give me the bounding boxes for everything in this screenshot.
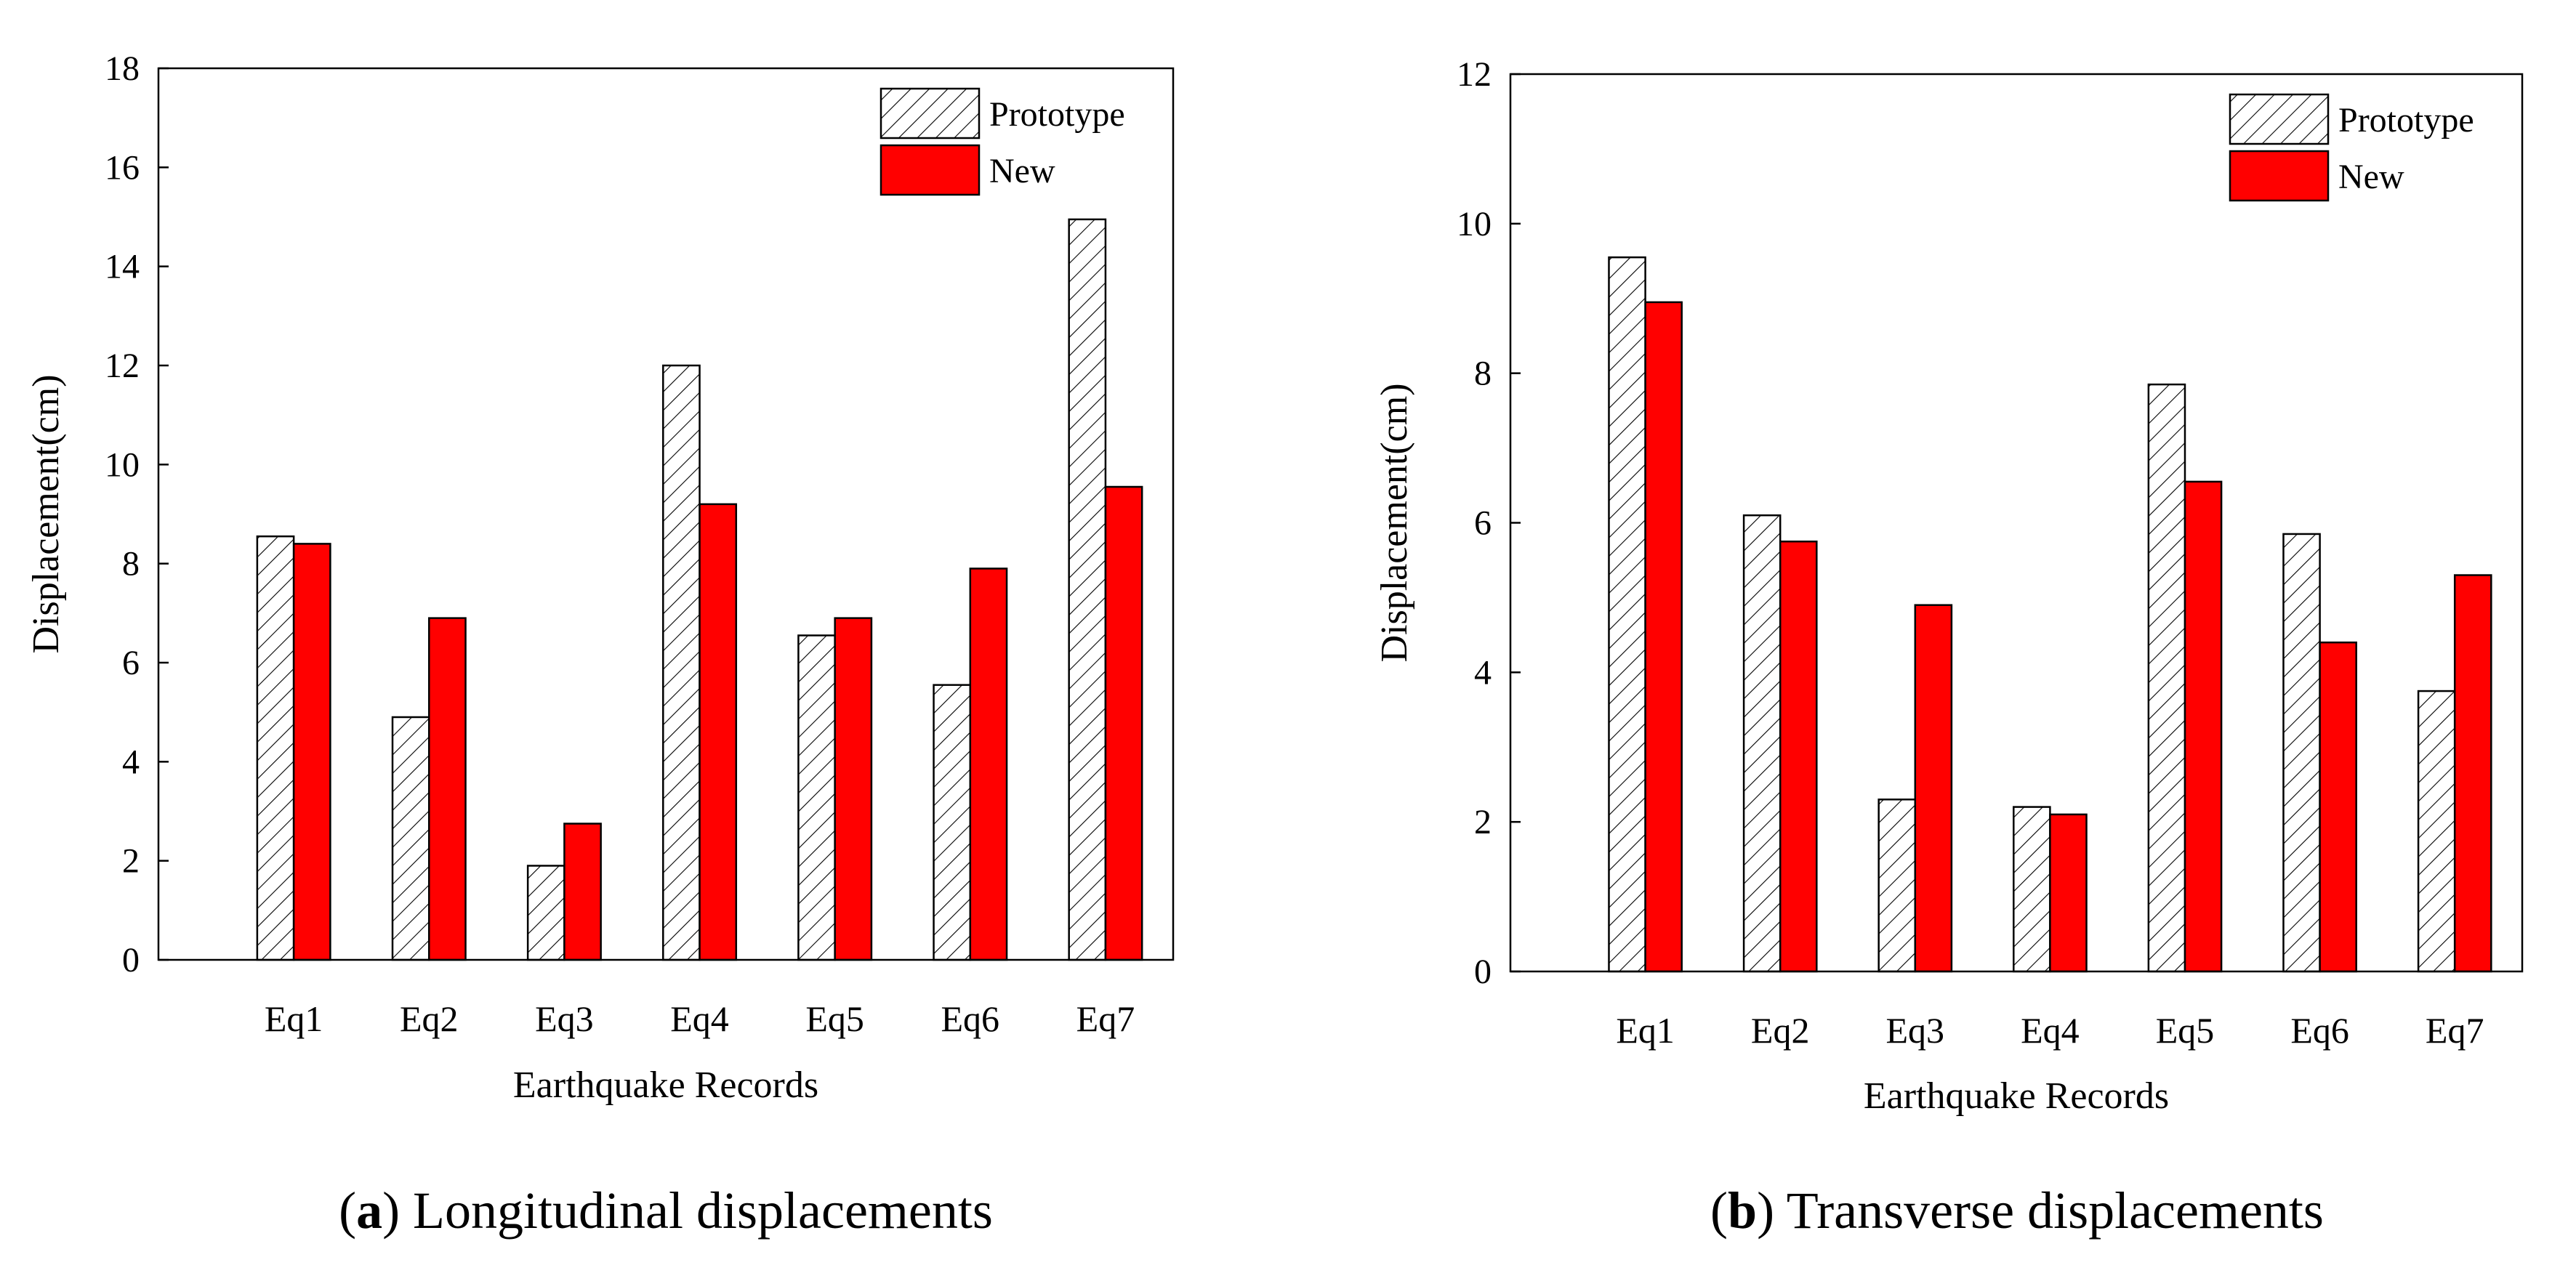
y-tick-label: 4 (122, 743, 140, 781)
bar-new-eq6 (2319, 641, 2357, 973)
bar-prototype-eq3 (1877, 799, 1917, 973)
x-tick-label-eq6: Eq6 (2290, 1010, 2349, 1051)
bar-new-eq2 (428, 617, 467, 961)
plot-frame (157, 67, 1175, 961)
bar-new-eq6 (969, 567, 1008, 961)
panel-caption: (b) Transverse displacements (1710, 1181, 2324, 1240)
legend-label-new: New (2338, 158, 2404, 196)
bar-prototype-eq2 (391, 716, 430, 961)
x-axis-title: Earthquake Records (513, 1064, 818, 1106)
y-axis-title: Displacement(cm) (1374, 383, 1415, 662)
y-tick-label: 16 (105, 148, 140, 187)
bar-prototype-eq5 (2147, 383, 2186, 973)
bar-prototype-eq1 (256, 535, 295, 961)
bar-new-eq5 (834, 617, 873, 961)
bar-prototype-eq4 (662, 364, 701, 961)
bar-prototype-eq7 (2417, 690, 2456, 973)
bar-new-eq1 (1644, 301, 1683, 973)
bar-new-eq4 (2049, 813, 2088, 973)
x-tick-label-eq2: Eq2 (1751, 1010, 1810, 1051)
chart-panel-b: Eq1 Eq2 Eq3 Eq4 Eq5 Eq6 Eq7 0 2 4 6 8 10 12 Earthquake… (1374, 55, 2524, 1240)
y-tick-label: 12 (1457, 55, 1492, 94)
y-tick-label: 6 (1474, 504, 1492, 543)
x-tick-label-eq4: Eq4 (2021, 1010, 2080, 1051)
bar-prototype-eq6 (933, 684, 972, 961)
y-tick-label: 4 (1474, 653, 1492, 692)
y-tick-label: 2 (122, 842, 140, 881)
x-tick-label-eq2: Eq2 (400, 998, 459, 1039)
legend-label-prototype: Prototype (989, 95, 1125, 134)
y-tick-label: 0 (1474, 953, 1492, 991)
x-axis-title: Earthquake Records (1864, 1075, 2169, 1117)
bar-new-eq4 (699, 503, 738, 961)
x-tick-label-eq7: Eq7 (2426, 1010, 2484, 1051)
bar-new-eq2 (1779, 540, 1818, 973)
panel-caption: (a) Longitudinal displacements (339, 1181, 993, 1240)
x-tick-label-eq1: Eq1 (265, 998, 323, 1039)
bar-prototype-eq2 (1742, 514, 1782, 973)
y-tick-label: 0 (122, 941, 140, 979)
y-tick-label: 8 (1474, 355, 1492, 393)
legend-swatch-prototype (2229, 93, 2330, 145)
y-tick-label: 10 (105, 445, 140, 484)
bar-prototype-eq6 (2282, 533, 2321, 973)
bar-new-eq5 (2183, 480, 2223, 973)
x-tick-label-eq5: Eq5 (805, 998, 864, 1039)
y-axis-title: Displacement(cm) (25, 374, 67, 653)
x-tick-label-eq3: Eq3 (1886, 1010, 1945, 1051)
x-tick-label-eq1: Eq1 (1616, 1010, 1675, 1051)
y-tick-label: 8 (122, 545, 140, 583)
bar-new-eq3 (1914, 604, 1953, 973)
y-tick-label: 14 (105, 248, 140, 286)
bar-prototype-eq1 (1608, 256, 1646, 973)
bar-prototype-eq3 (526, 865, 565, 961)
x-tick-label-eq6: Eq6 (941, 998, 1000, 1039)
x-tick-label-eq4: Eq4 (670, 998, 729, 1039)
y-tick-label: 2 (1474, 803, 1492, 841)
bar-new-eq1 (292, 543, 331, 961)
bar-new-eq7 (2453, 574, 2492, 973)
legend-swatch-new (880, 144, 981, 196)
bar-new-eq7 (1104, 485, 1143, 961)
y-tick-label: 10 (1457, 205, 1492, 243)
legend-label-new: New (989, 152, 1055, 190)
y-tick-label: 18 (105, 49, 140, 88)
legend-swatch-new (2229, 150, 2330, 202)
x-tick-label-eq3: Eq3 (535, 998, 594, 1039)
bar-new-eq3 (563, 823, 602, 961)
chart-panel-a: Eq1 Eq2 Eq3 Eq4 Eq5 Eq6 Eq7 0 2 4 6 8 10 12 14 16 18 Eart… (25, 49, 1175, 1240)
y-tick-label: 6 (122, 644, 140, 682)
legend-label-prototype: Prototype (2338, 101, 2474, 140)
y-tick-label: 12 (105, 347, 140, 385)
bar-prototype-eq5 (797, 634, 836, 961)
x-tick-label-eq5: Eq5 (2156, 1010, 2215, 1051)
bar-prototype-eq7 (1068, 218, 1107, 961)
legend-swatch-prototype (880, 87, 981, 140)
x-tick-label-eq7: Eq7 (1076, 998, 1135, 1039)
bar-prototype-eq4 (2013, 806, 2051, 973)
